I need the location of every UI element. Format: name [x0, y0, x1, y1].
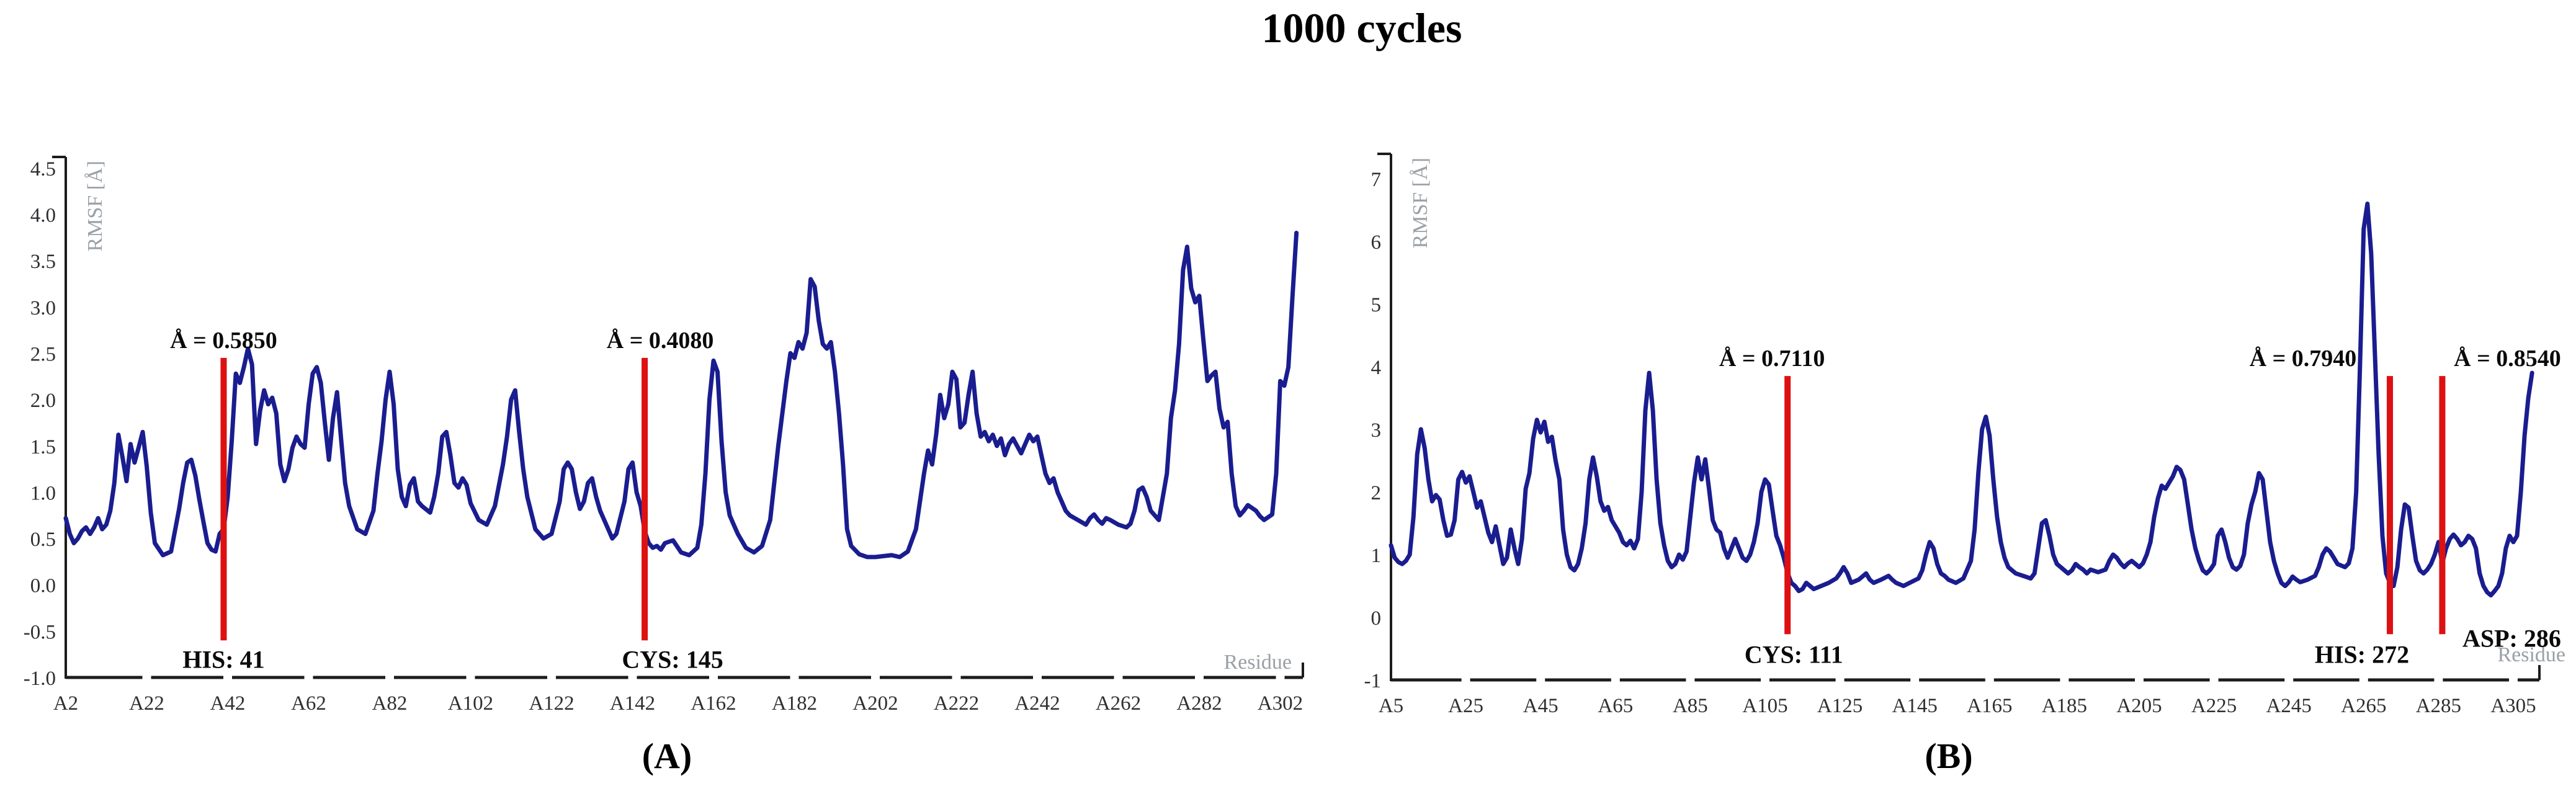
x-tick-label: A102 [448, 692, 493, 715]
y-tick-label: 2 [1371, 482, 1382, 504]
y-tick-label: 2.0 [30, 390, 56, 412]
x-tick-label: A82 [372, 692, 408, 715]
panel-b-caption: (B) [1925, 736, 1973, 776]
figure-title: 1000 cycles [1261, 4, 1462, 51]
y-tick-label: 7 [1371, 169, 1382, 191]
y-axis-title: RMSF [Å] [1409, 158, 1432, 248]
x-tick-label: A245 [2266, 695, 2312, 717]
panel-a: 4.5 4.0 3.5 3.0 2.5 2.0 1.5 1.0 0.5 0.0 -0.5 -1.0 A2… [12, 93, 1322, 776]
rmsf-chart-b: 7 6 5 4 3 2 1 0 -1 A5 A25 A45 A65 A85 A105 A125 A145 A165… [1364, 153, 2565, 717]
x-tick-label: A165 [1967, 695, 2012, 717]
x-tick-label: A142 [610, 692, 655, 715]
panel-a-caption: (A) [642, 736, 692, 776]
x-tick-label: A42 [210, 692, 246, 715]
x-tick-label: A242 [1014, 692, 1060, 715]
x-tick-label: A2 [53, 692, 78, 715]
y-tick-label: 3.0 [30, 297, 56, 319]
x-tick-label: A45 [1523, 695, 1559, 717]
y-tick-label: 5 [1371, 294, 1382, 316]
y-tick-label: 2.5 [30, 343, 56, 365]
x-tick-label: A222 [934, 692, 979, 715]
x-tick-label: A202 [852, 692, 898, 715]
y-tick-label: 1.5 [30, 436, 56, 458]
marker-value-label: Å = 0.4080 [607, 328, 714, 354]
y-tick-label: -0.5 [24, 621, 56, 643]
y-tick-label: 0.5 [30, 529, 56, 551]
x-tick-label: A65 [1598, 695, 1633, 717]
x-tick-label: A205 [2116, 695, 2162, 717]
marker-value-label: Å = 0.7110 [1719, 346, 1825, 372]
x-tick-label: A85 [1673, 695, 1708, 717]
x-tick-label: A5 [1379, 695, 1403, 717]
x-tick-label: A162 [691, 692, 736, 715]
y-tick-label: 4 [1371, 357, 1382, 379]
marker-residue-label: CYS: 145 [622, 645, 723, 673]
marker-residue-label: ASP: 286 [2462, 624, 2561, 652]
y-tick-label: 3.5 [30, 251, 56, 273]
marker-residue-label: HIS: 41 [182, 645, 264, 673]
x-tick-label: A125 [1817, 695, 1863, 717]
x-tick-label: A262 [1096, 692, 1141, 715]
x-axis-title: Residue [2497, 643, 2565, 666]
x-tick-label: A62 [291, 692, 326, 715]
y-tick-label: 3 [1371, 419, 1382, 442]
y-tick-label: 0 [1371, 607, 1382, 630]
marker-value-label: Å = 0.5850 [170, 328, 277, 354]
y-tick-label: -1 [1364, 670, 1382, 692]
x-tick-label: A145 [1892, 695, 1938, 717]
rmsf-line [1389, 201, 2534, 598]
x-tick-label: A22 [129, 692, 164, 715]
x-tick-label: A265 [2341, 695, 2386, 717]
x-axis-title: Residue [1223, 651, 1292, 674]
x-tick-label: A105 [1742, 695, 1787, 717]
y-tick-label: 6 [1371, 231, 1382, 254]
y-tick-label: 1 [1371, 545, 1382, 567]
y-axis-title: RMSF [Å] [84, 161, 107, 251]
x-tick-label: A285 [2416, 695, 2461, 717]
x-tick-label: A282 [1176, 692, 1222, 715]
rmsf-line [63, 230, 1299, 560]
y-tick-label: -1.0 [24, 668, 56, 690]
y-tick-label: 4.0 [30, 205, 56, 227]
x-tick-label: A305 [2490, 695, 2536, 717]
x-tick-label: A122 [529, 692, 574, 715]
x-tick-label: A225 [2191, 695, 2237, 717]
x-tick-label: A302 [1258, 692, 1303, 715]
rmsf-chart-a: 4.54.03.53.02.52.01.51.00.50.0-0.5-1.0A2… [24, 156, 1304, 715]
marker-residue-label: HIS: 272 [2315, 640, 2409, 668]
x-tick-label: A182 [772, 692, 817, 715]
x-tick-label: A25 [1448, 695, 1483, 717]
x-tick-label: A185 [2042, 695, 2087, 717]
y-tick-label: 4.5 [30, 158, 56, 181]
marker-residue-label: CYS: 111 [1745, 640, 1843, 668]
marker-value-label: Å = 0.8540 [2454, 346, 2561, 372]
y-tick-label: 1.0 [30, 482, 56, 504]
panel-b: 7 6 5 4 3 2 1 0 -1 A5 A25 A45 A65 A85 A105 A125 A145 A165… [1322, 93, 2576, 776]
marker-value-label: Å = 0.7940 [2250, 346, 2357, 372]
y-tick-label: 0.0 [30, 575, 56, 597]
